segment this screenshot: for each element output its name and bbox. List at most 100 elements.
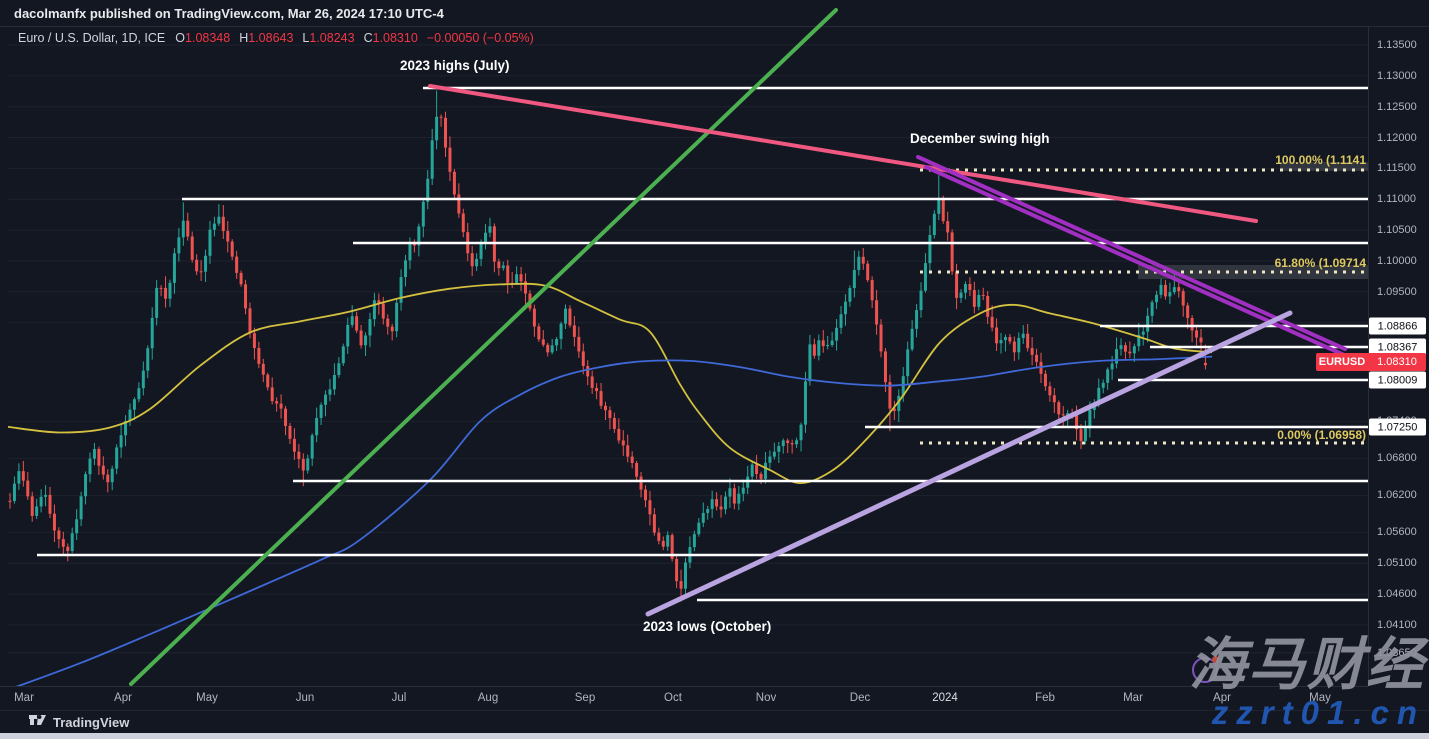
candle-body: [892, 408, 896, 411]
candle-body: [101, 465, 105, 475]
fib-level-label: 100.00% (1.1141: [1275, 153, 1366, 167]
candle-body: [795, 440, 799, 445]
candle-body: [643, 489, 647, 501]
candle-body: [155, 287, 159, 318]
price-tick-label: 1.06800: [1377, 452, 1417, 465]
candle-body: [475, 258, 479, 267]
candle-body: [1181, 291, 1185, 306]
candle-body: [812, 344, 816, 356]
candle-body: [710, 499, 714, 510]
candle-body: [319, 404, 323, 418]
candle-body: [786, 440, 790, 444]
candle-body: [732, 488, 736, 504]
candle-body: [799, 424, 803, 441]
candle-body: [1030, 348, 1034, 355]
candle-body: [532, 308, 536, 327]
candle-body: [395, 302, 399, 332]
ohlc-item: O1.08348: [175, 31, 231, 45]
candle-body: [1057, 402, 1061, 415]
publish-info: dacolmanfx published on TradingView.com,…: [14, 6, 444, 21]
candle-body: [212, 223, 216, 230]
candle-body: [444, 117, 448, 148]
candle-body: [1017, 338, 1021, 353]
chart-annotation: December swing high: [910, 131, 1050, 146]
candle-body: [257, 347, 261, 364]
candle-body: [1003, 337, 1007, 341]
candle-body: [995, 327, 999, 344]
candle-body: [577, 336, 581, 352]
candle-body: [181, 220, 185, 238]
uptrend-green: [129, 8, 838, 686]
candle-body: [861, 256, 865, 264]
tradingview-logo[interactable]: TradingView: [28, 714, 129, 730]
candle-body: [719, 506, 723, 510]
candle-body: [670, 535, 674, 559]
candle-body: [75, 519, 79, 534]
fib-level-label: 0.00% (1.06958): [1277, 428, 1366, 442]
candle-body: [866, 263, 870, 281]
candle-body: [817, 340, 821, 356]
candle-body: [177, 237, 181, 254]
candle-body: [266, 374, 270, 388]
candle-body: [821, 340, 825, 347]
candle-body: [221, 216, 225, 232]
candle-body: [44, 494, 48, 497]
candle-body: [1012, 341, 1016, 353]
ma-blue: [7, 355, 1213, 691]
candle-body: [750, 464, 754, 477]
candle-body: [199, 271, 203, 273]
candle-body: [57, 530, 61, 540]
candle-body: [92, 449, 96, 459]
candle-body: [937, 199, 941, 214]
candle-body: [1079, 429, 1083, 441]
candle-body: [697, 522, 701, 535]
candle-body: [8, 500, 12, 502]
time-tick-label: Jun: [295, 692, 315, 704]
candle-body: [119, 435, 123, 448]
candle-body: [52, 513, 56, 531]
tradingview-logo-icon: [29, 715, 46, 725]
candle-body: [457, 194, 461, 214]
candle-body: [244, 284, 248, 309]
candle-body: [70, 533, 74, 552]
candle-body: [310, 435, 314, 459]
candle-body: [990, 316, 994, 328]
candle-body: [235, 256, 239, 273]
candle-body: [306, 458, 310, 471]
candle-body: [501, 265, 505, 269]
candle-body: [857, 256, 861, 271]
candle-body: [803, 381, 807, 425]
candle-body: [661, 540, 665, 547]
candle-body: [1097, 387, 1101, 403]
price-tick-label: 1.13000: [1377, 69, 1417, 82]
candle-body: [626, 445, 630, 457]
fib-band: [1280, 162, 1368, 171]
last-price-value: 1.08310: [1368, 353, 1426, 371]
candle-body: [324, 394, 328, 405]
candle-body: [959, 292, 963, 298]
ohlc-item: H1.08643: [239, 31, 294, 45]
price-tick-label: 1.10000: [1377, 254, 1417, 267]
candle-body: [852, 270, 856, 289]
fib-level-label: 61.80% (1.09714: [1274, 256, 1366, 270]
candle-body: [132, 399, 136, 410]
candle-body: [452, 171, 456, 195]
candle-body: [843, 301, 847, 315]
candle-body: [204, 255, 208, 272]
candle-body: [923, 263, 927, 291]
candle-body: [261, 363, 265, 375]
candle-body: [39, 496, 43, 507]
candle-body: [408, 242, 412, 261]
price-tick-label: 1.11500: [1377, 162, 1416, 175]
price-tick-label: 1.09500: [1377, 285, 1417, 298]
candle-body: [106, 474, 110, 483]
time-axis[interactable]: Mar Apr May Jun Jul Aug Sep Oct Nov Dec 2024 Feb Mar…: [0, 686, 1368, 710]
time-tick-label: Mar: [14, 692, 34, 704]
page-bottom-strip: [0, 733, 1429, 739]
candle-body: [146, 348, 150, 371]
candle-body: [1190, 318, 1194, 331]
candle-body: [639, 476, 643, 490]
candle-body: [1186, 305, 1190, 319]
